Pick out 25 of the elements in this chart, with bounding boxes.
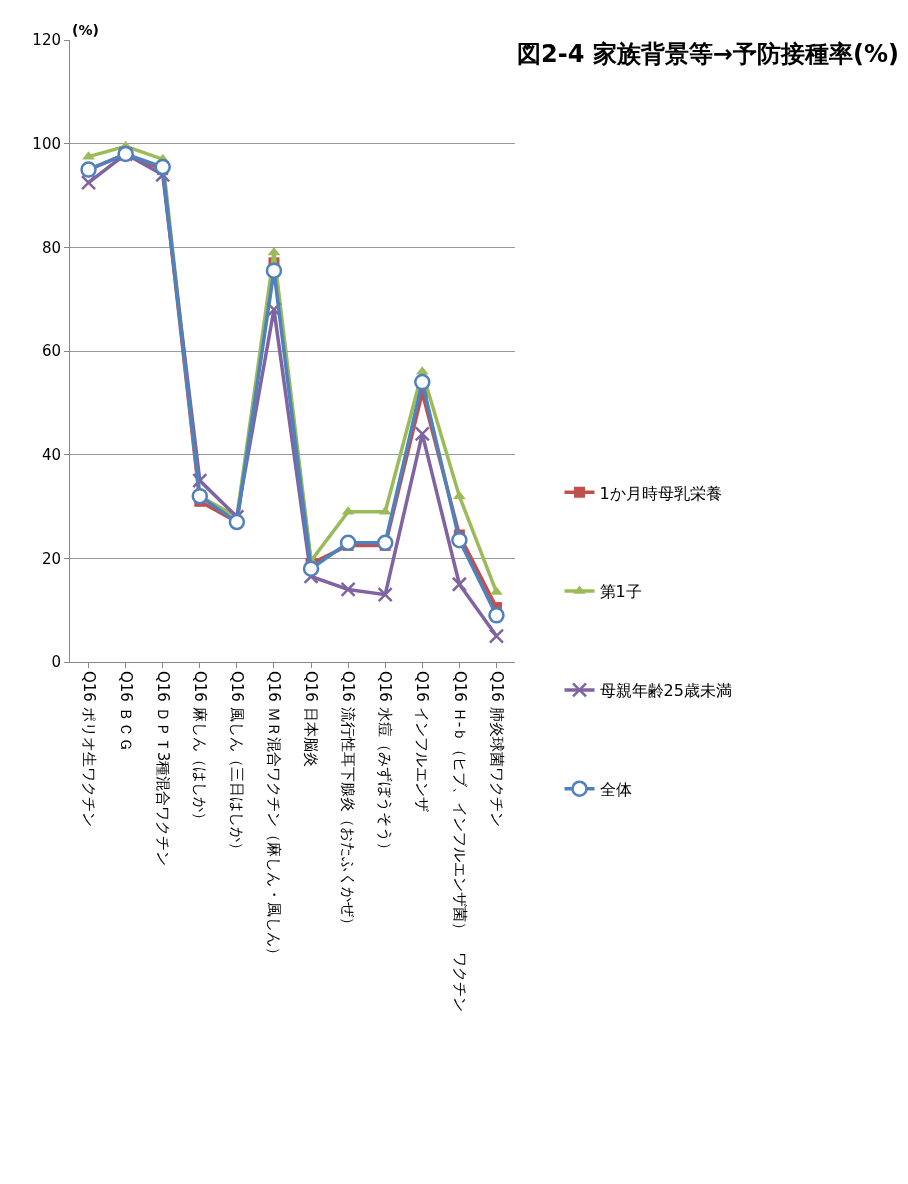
y-tick-label: 80 — [41, 238, 61, 257]
legend-label: 母親年齢25歳未満 — [599, 681, 732, 701]
x-tick-label: Q16 日本脳炎 — [302, 671, 321, 767]
text: 図2-4 家族背景等→予防接種率(%) — [517, 39, 899, 68]
y-tick-label: 0 — [51, 653, 61, 672]
y-tick-label: 120 — [32, 31, 61, 50]
y-axis-title: (%) — [72, 22, 99, 38]
legend-label: 全体 — [599, 779, 632, 799]
x-tick-label: Q16 インフルエンザ — [413, 671, 432, 812]
y-tick-label: 40 — [41, 445, 61, 464]
x-tick-label: Q16 風しん（三日はしか） — [228, 671, 247, 857]
y-tick-label: 60 — [41, 342, 61, 361]
x-tick-label: Q16 Ｈ‐ｂ（ヒブ、インフルエンザ菌） ワクチン — [450, 671, 469, 1013]
x-tick-label: Q16 水痘（みずぼうそう） — [376, 671, 395, 857]
x-tick-label: Q16 ポリオ生ワクチン — [79, 671, 98, 827]
legend-label: 1か月時母乳栄養 — [599, 483, 722, 503]
x-tick-label: Q16 肺炎球菌ワクチン — [487, 671, 506, 827]
legend-label: 第1子 — [599, 582, 642, 602]
y-tick-label: 100 — [32, 134, 61, 153]
x-tick-label: Q16 ＢＣＧ — [116, 671, 135, 752]
x-tick-label: Q16 麻しん（はしか） — [190, 671, 209, 827]
x-tick-label: Q16 流行性耳下腺炎（おたふくかぜ） — [339, 671, 358, 932]
y-tick-label: 20 — [41, 549, 61, 568]
x-tick-label: Q16 ＤＰＴ3種混合ワクチン — [153, 671, 172, 867]
x-tick-label: Q16 ＭＲ混合ワクチン（麻しん・風しん） — [265, 671, 284, 962]
